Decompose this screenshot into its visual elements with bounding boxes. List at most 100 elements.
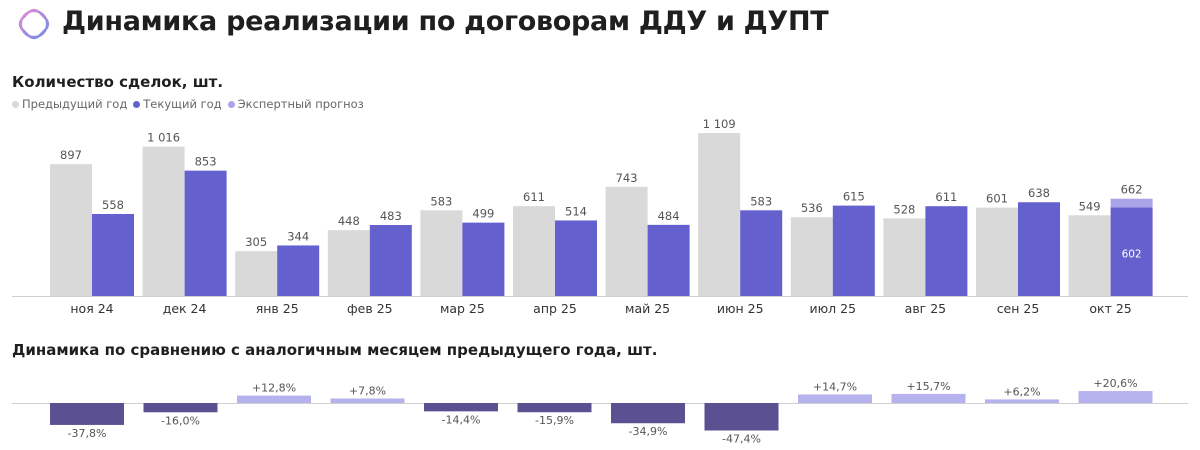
legend-label-current-year: Текущий год <box>143 97 222 111</box>
label-yoy: +12,8% <box>252 382 296 395</box>
label-current-year: 344 <box>287 229 309 243</box>
label-previous-year: 611 <box>523 190 545 204</box>
label-previous-year: 536 <box>801 201 823 215</box>
bar-current-year <box>92 213 134 296</box>
bar-current-year <box>1110 207 1153 296</box>
page-title: Динамика реализации по договорам ДДУ и Д… <box>62 6 829 37</box>
legend-item-expert-forecast: Экспертный прогноз <box>227 97 364 111</box>
bar-yoy-negative <box>143 403 218 413</box>
x-tick-label: июн 25 <box>717 301 764 316</box>
label-yoy: -16,0% <box>161 414 200 427</box>
deals-bar-chart: 897 558 ноя 24 1 016 853 дек 24 305 344 янв 25 44… <box>12 117 1188 316</box>
label-yoy: -15,9% <box>535 414 574 427</box>
bar-current-year <box>832 205 875 296</box>
label-yoy: -37,8% <box>68 427 107 440</box>
label-previous-year: 583 <box>430 194 452 208</box>
x-tick-label: ноя 24 <box>70 301 113 316</box>
x-tick-label: июл 25 <box>810 301 857 316</box>
legend-dot-previous-year <box>12 100 19 108</box>
label-current-year: 602 <box>1122 249 1142 261</box>
label-yoy: +7,8% <box>349 384 386 397</box>
x-tick-label: окт 25 <box>1089 301 1131 316</box>
bar-expert-forecast <box>1110 198 1153 208</box>
bar-current-year <box>925 206 968 296</box>
label-previous-year: 743 <box>616 171 638 185</box>
bar-yoy-negative <box>50 403 124 425</box>
x-tick-label: фев 25 <box>347 301 393 316</box>
bar-current-year <box>740 210 783 296</box>
label-current-year: 484 <box>658 209 680 223</box>
bar-yoy-positive <box>1078 391 1153 403</box>
bar-yoy-negative <box>517 403 592 413</box>
label-current-year: 611 <box>935 190 957 204</box>
bar-previous-year <box>698 133 741 296</box>
deals-chart-title: Количество сделок, шт. <box>12 73 224 91</box>
label-previous-year: 549 <box>1079 199 1101 213</box>
label-current-year: 583 <box>750 194 772 208</box>
legend-dot-expert-forecast <box>227 100 235 108</box>
label-expert-forecast: 662 <box>1121 183 1143 197</box>
yoy-chart-title: Динамика по сравнению с аналогичным меся… <box>12 341 658 359</box>
x-tick-label: мар 25 <box>440 301 485 316</box>
bar-previous-year <box>513 206 555 296</box>
bar-previous-year <box>1068 215 1111 296</box>
label-previous-year: 448 <box>338 214 360 228</box>
bar-previous-year <box>790 217 833 296</box>
label-yoy: -34,9% <box>629 425 668 438</box>
bar-previous-year <box>327 230 370 296</box>
x-tick-label: май 25 <box>625 301 670 316</box>
label-current-year: 558 <box>102 198 124 212</box>
label-previous-year: 305 <box>245 235 267 249</box>
label-yoy: -14,4% <box>442 413 481 426</box>
company-logo <box>18 8 50 40</box>
label-previous-year: 528 <box>893 202 915 216</box>
legend-item-previous-year: Предыдущий год <box>12 97 127 111</box>
label-current-year: 615 <box>843 190 865 204</box>
label-current-year: 483 <box>380 209 402 223</box>
bar-previous-year <box>235 251 278 296</box>
label-previous-year: 1 016 <box>147 131 180 145</box>
bar-previous-year <box>142 146 185 296</box>
deals-chart-legend: Предыдущий год Текущий год Экспертный пр… <box>12 97 364 111</box>
label-yoy: -47,4% <box>722 432 761 445</box>
label-current-year: 514 <box>565 204 587 218</box>
x-tick-label: янв 25 <box>256 301 299 316</box>
legend-dot-current-year <box>133 100 141 108</box>
legend-item-current-year: Текущий год <box>133 97 222 111</box>
bar-current-year <box>462 222 505 296</box>
bar-yoy-negative <box>424 403 498 412</box>
legend-label-expert-forecast: Экспертный прогноз <box>237 97 364 111</box>
x-tick-label: авг 25 <box>905 301 946 316</box>
label-yoy: +6,2% <box>1003 385 1040 398</box>
legend-label-previous-year: Предыдущий год <box>22 97 128 111</box>
bar-current-year <box>555 220 597 296</box>
bar-current-year <box>369 225 412 296</box>
bar-current-year <box>184 170 227 296</box>
x-tick-label: дек 24 <box>163 301 207 316</box>
bar-yoy-negative <box>611 403 685 424</box>
bar-previous-year <box>50 164 92 296</box>
x-tick-label: апр 25 <box>533 301 577 316</box>
label-yoy: +15,7% <box>906 380 950 393</box>
label-current-year: 638 <box>1028 186 1050 200</box>
bar-yoy-positive <box>985 399 1059 403</box>
bar-previous-year <box>883 218 926 296</box>
label-current-year: 853 <box>195 155 217 169</box>
bar-current-year <box>1018 202 1060 296</box>
bar-yoy-positive <box>330 398 405 403</box>
label-previous-year: 1 109 <box>703 117 736 131</box>
bar-yoy-positive <box>237 395 311 403</box>
label-current-year: 499 <box>472 207 494 221</box>
label-previous-year: 601 <box>986 192 1008 206</box>
label-yoy: +20,6% <box>1093 377 1137 390</box>
bar-previous-year <box>976 207 1018 296</box>
bar-previous-year <box>420 210 463 296</box>
label-yoy: +14,7% <box>813 380 857 393</box>
bar-previous-year <box>605 186 648 296</box>
bar-yoy-negative <box>704 403 779 431</box>
x-tick-label: сен 25 <box>997 301 1040 316</box>
bar-current-year <box>647 224 690 296</box>
bar-yoy-positive <box>891 393 966 403</box>
bar-current-year <box>277 245 320 296</box>
